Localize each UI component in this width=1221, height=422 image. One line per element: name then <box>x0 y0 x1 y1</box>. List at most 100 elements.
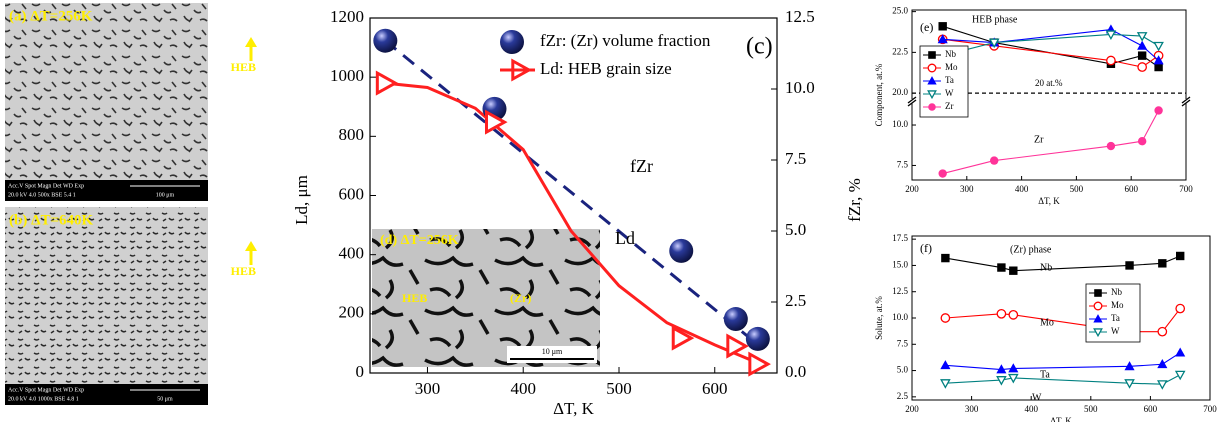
axis-break <box>907 96 917 104</box>
marker <box>745 326 770 351</box>
marker <box>1153 55 1164 65</box>
info-text: Acc.V Spot Magn Det WD Exp <box>8 387 84 393</box>
marker <box>990 156 999 165</box>
series-line <box>942 25 1159 68</box>
y-tick-label: 17.5 <box>892 233 908 243</box>
y-tick-label: 20.0 <box>892 87 908 97</box>
x-tick-label: 400 <box>1015 184 1029 194</box>
annotation: Mo <box>1040 317 1054 328</box>
y-tick-label: 22.5 <box>892 46 908 56</box>
info-bar <box>5 384 208 405</box>
scale-text: 10 μm <box>542 347 563 356</box>
marker <box>1009 266 1018 275</box>
x-tick-label: 300 <box>415 379 441 398</box>
marker <box>1105 30 1117 40</box>
legend-marker <box>927 76 937 85</box>
legend-text: Ld: HEB grain size <box>540 59 672 78</box>
plot-frame <box>911 9 1187 181</box>
y-tick-label: 7.5 <box>897 160 909 170</box>
marker <box>1137 62 1148 72</box>
marker <box>1157 380 1168 390</box>
marker <box>1154 106 1163 115</box>
y-tick-label: 7.5 <box>897 338 909 348</box>
marker <box>1124 379 1135 389</box>
info-bar <box>5 180 208 201</box>
y-tick-label: 1000 <box>330 66 364 85</box>
x-tick-label: 500 <box>606 379 632 398</box>
scale-text: 100 μm <box>156 192 175 198</box>
axis-break <box>1181 96 1191 104</box>
y2-tick-label: 7.5 <box>785 149 806 168</box>
info-text: 20.0 kV 4.0 1000x BSE 4.8 1 <box>8 396 79 402</box>
legend-text: Mo <box>1111 300 1124 310</box>
x-tick-label: 500 <box>1084 404 1098 414</box>
annotation: HEB phase <box>972 14 1018 25</box>
inset-image <box>372 229 600 367</box>
marker <box>938 22 947 31</box>
legend-text: W <box>945 88 954 98</box>
x-tick-label: 600 <box>1124 184 1138 194</box>
series-line <box>942 38 1159 68</box>
info-text: Acc.V Spot Magn Det WD Exp <box>8 183 84 189</box>
marker <box>1153 41 1164 52</box>
marker <box>1008 363 1019 373</box>
axis-break-gap <box>1182 99 1190 103</box>
x-tick-label: 700 <box>1179 184 1193 194</box>
marker <box>723 307 748 332</box>
arrow-head <box>245 37 257 47</box>
marker <box>996 308 1007 319</box>
x-axis-label: ΔT, K <box>1038 196 1060 206</box>
y-tick-label: 800 <box>339 125 365 144</box>
y-tick-label: 15.0 <box>892 259 908 269</box>
phase-label: (Zr) <box>510 291 531 305</box>
arrow-head <box>245 241 257 251</box>
x-tick-label: 200 <box>905 404 919 414</box>
marker <box>1136 32 1148 42</box>
legend-marker <box>1093 301 1103 311</box>
panel-label: (a) ΔT=256K <box>9 8 93 24</box>
marker <box>1124 361 1135 371</box>
marker <box>1137 51 1147 60</box>
marker <box>748 351 771 377</box>
legend-marker <box>1093 328 1103 338</box>
legend-text: Nb <box>1111 287 1122 297</box>
x-tick-label: 300 <box>965 404 979 414</box>
y2-tick-label: 10.0 <box>785 78 815 97</box>
y-tick-label: 5.0 <box>897 365 909 375</box>
marker <box>1106 55 1116 66</box>
inset-label: (d) ΔT=256K <box>380 233 459 248</box>
marker <box>1175 303 1186 314</box>
legend-marker <box>927 90 937 100</box>
annotation: Ta <box>1040 369 1050 380</box>
legend-marker <box>500 30 524 54</box>
x-tick-label: 400 <box>510 379 536 398</box>
marker <box>1008 373 1019 384</box>
legend-text: Nb <box>945 49 956 59</box>
marker <box>996 376 1007 386</box>
marker <box>1157 326 1168 337</box>
legend-text: fZr: (Zr) volume fraction <box>540 31 711 50</box>
marker <box>1106 141 1116 151</box>
y-axis-label: Component, at.% <box>874 63 884 126</box>
y-tick-label: 12.5 <box>892 286 908 296</box>
axis-break <box>1181 99 1191 107</box>
phase-label: HEB <box>402 291 427 305</box>
annotation: (e) <box>920 20 933 34</box>
series-line <box>945 352 1181 371</box>
fit-line <box>384 39 759 346</box>
series-line <box>942 110 1160 175</box>
y-tick-label: 400 <box>339 244 365 263</box>
annotation: W <box>1032 392 1042 403</box>
info-text: 20.0 kV 4.0 500x BSE 5.4 1 <box>8 192 76 198</box>
marker <box>671 325 695 351</box>
annotation: (Zr) phase <box>1010 244 1052 255</box>
annotation: fZr <box>630 156 653 176</box>
series-line <box>945 308 1181 333</box>
marker <box>1137 40 1148 50</box>
scale-text: 50 μm <box>157 396 173 402</box>
marker <box>1174 370 1186 381</box>
micrograph <box>5 3 208 201</box>
y-tick-label: 25.0 <box>892 6 908 16</box>
x-axis-label: ΔT, K <box>1050 416 1072 422</box>
